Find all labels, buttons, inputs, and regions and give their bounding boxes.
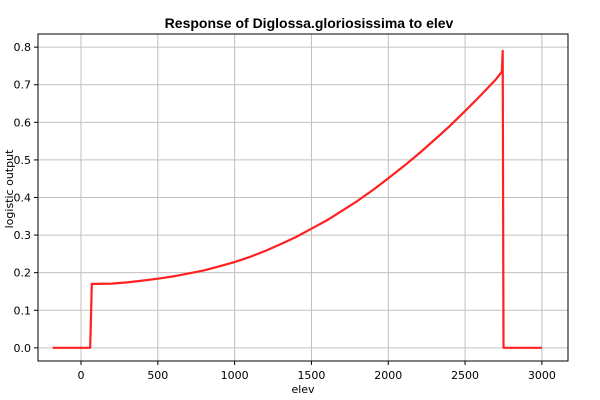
y-tick-label: 0.2	[14, 267, 32, 280]
y-tick-label: 0.5	[14, 154, 32, 167]
y-tick-label: 0.3	[14, 229, 32, 242]
y-axis-label: logistic output	[3, 149, 16, 228]
y-tick-label: 0.8	[14, 41, 32, 54]
x-axis-label: elev	[291, 383, 315, 396]
series-layer	[52, 49, 542, 349]
chart-title: Response of Diglossa.gloriosissima to el…	[165, 15, 454, 31]
x-tick-label: 1000	[221, 369, 249, 382]
y-tick-label: 0.6	[14, 116, 32, 129]
x-tick-label: 2500	[451, 369, 479, 382]
y-tick-label: 0.7	[14, 79, 32, 92]
y-tick-label: 0.1	[14, 304, 32, 317]
y-axis: 0.0 0.1 0.2 0.3 0.4 0.5 0.6 0.7 0.8	[14, 41, 38, 355]
x-tick-label: 2000	[374, 369, 402, 382]
x-axis: 0 500 1000 1500 2000 2500 3000	[78, 361, 556, 382]
series-line	[52, 49, 542, 349]
x-tick-label: 500	[147, 369, 168, 382]
y-tick-label: 0.0	[14, 342, 32, 355]
x-tick-label: 1500	[297, 369, 325, 382]
y-tick-label: 0.4	[14, 192, 32, 205]
grid	[38, 34, 568, 361]
x-tick-label: 3000	[528, 369, 556, 382]
x-tick-label: 0	[78, 369, 85, 382]
